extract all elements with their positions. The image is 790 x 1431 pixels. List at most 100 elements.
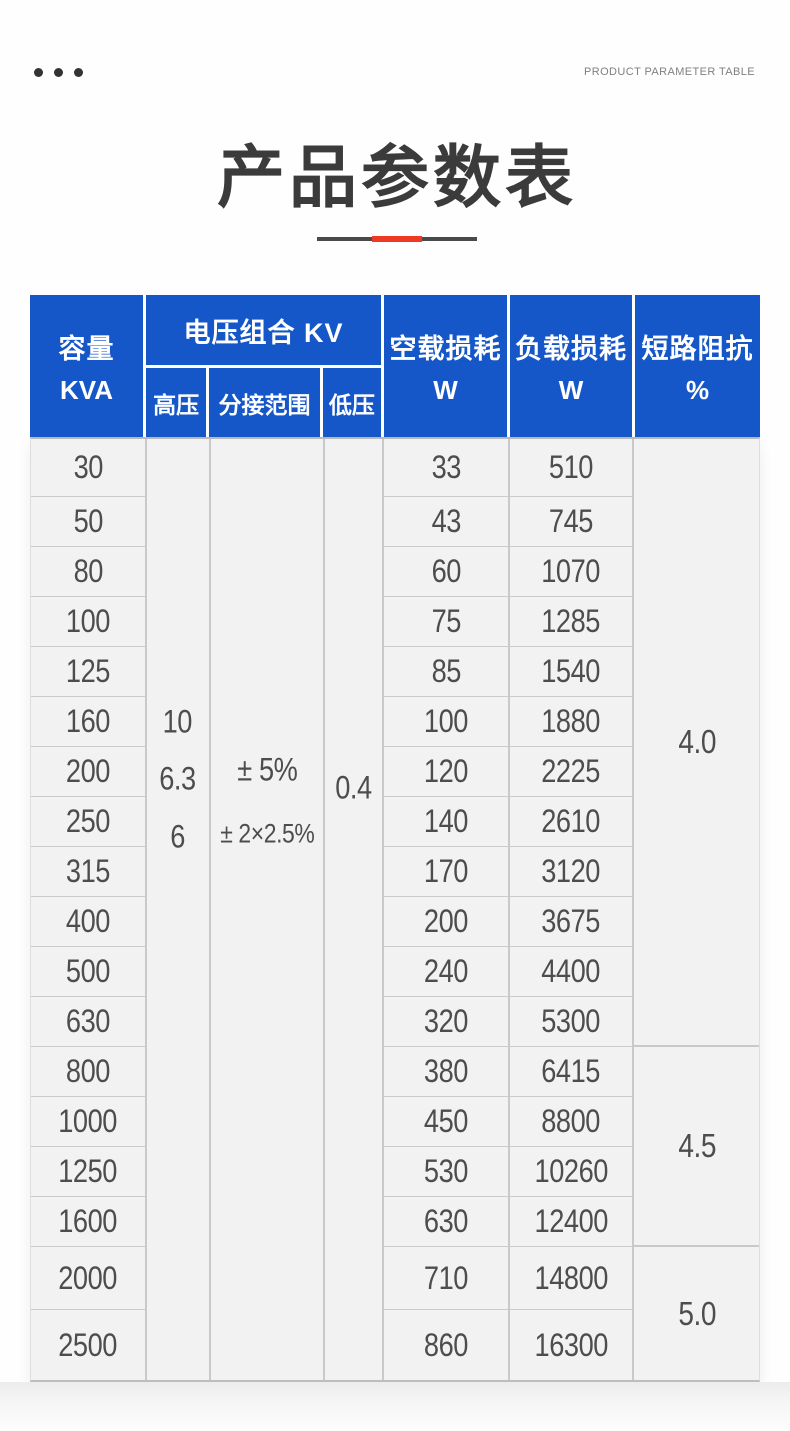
header-voltage-subrow: 高压 分接范围 低压 [146,368,381,437]
header-voltage-combination-title: 电压组合 KV [146,295,381,368]
load-loss-cell: 3120 [509,847,633,897]
capacity-cell: 1250 [31,1147,145,1197]
low-voltage-value-value: 0.4 [335,769,372,806]
capacity-cell-value: 800 [65,1053,111,1089]
column-high-voltage: 10 6.3 6 [147,439,211,1380]
dot-icon [34,68,43,77]
page-title: 产品参数表 [216,140,577,216]
capacity-cell: 125 [31,647,145,697]
column-impedance: 4.0 4.5 5.0 [634,439,760,1380]
capacity-cell: 2500 [31,1310,145,1380]
no-load-loss-cell: 860 [384,1310,508,1380]
no-load-loss-cell-value: 100 [423,703,469,739]
no-load-loss-cell-value: 710 [423,1259,469,1296]
header-no-load-loss: 空载损耗 W [384,295,510,437]
capacity-cell-value: 125 [65,653,111,689]
no-load-loss-cell: 450 [384,1097,508,1147]
capacity-cell: 315 [31,847,145,897]
capacity-cell-value: 100 [65,603,111,639]
no-load-loss-cell-value: 75 [431,603,461,639]
capacity-cell: 400 [31,897,145,947]
header-low-voltage: 低压 [328,391,375,418]
no-load-loss-cell: 33 [384,439,508,497]
no-load-loss-cell-value: 200 [423,903,469,939]
capacity-cell: 2000 [31,1247,145,1310]
no-load-loss-cell-value: 85 [431,653,461,689]
header-impedance-line2: % [685,374,710,405]
load-loss-cell: 1070 [509,547,633,597]
capacity-cell: 1000 [31,1097,145,1147]
load-loss-cell-value: 14800 [534,1259,608,1296]
no-load-loss-cell: 320 [384,997,508,1047]
load-loss-cell: 8800 [509,1097,633,1147]
low-voltage-value: 0.4 [325,770,382,807]
header-capacity: 容量 KVA [30,295,146,437]
high-voltage-value: 10 [147,704,209,741]
english-subtitle: PRODUCT PARAMETER TABLE [584,66,755,78]
capacity-cell-value: 630 [65,1003,111,1039]
load-loss-cell-value: 1070 [541,553,601,589]
tap-range-value-value: ± 5% [236,751,298,788]
load-loss-cell-value: 5300 [541,1003,601,1039]
header-impedance-line1: 短路阻抗 [641,333,754,364]
header-load-loss-line2: W [558,374,584,405]
no-load-loss-cell-value: 140 [423,803,469,839]
title-divider [317,236,477,242]
header-voltage-combination: 电压组合 KV 高压 分接范围 低压 [146,295,384,437]
capacity-cell: 30 [31,439,145,497]
no-load-loss-cell-value: 43 [431,503,461,539]
capacity-cell-value: 315 [65,853,111,889]
impedance-cell-value: 5.0 [677,1294,716,1332]
impedance-cell: 5.0 [634,1247,759,1380]
no-load-loss-cell-value: 860 [423,1326,469,1363]
capacity-cell: 100 [31,597,145,647]
no-load-loss-cell: 43 [384,497,508,547]
tap-range-value: ± 5% [211,752,324,789]
load-loss-cell: 4400 [509,947,633,997]
product-parameter-table: 容量 KVA 电压组合 KV 高压 分接范围 低压 空载损耗 W 负载损耗 W [30,295,760,1382]
capacity-cell-value: 250 [65,803,111,839]
impedance-cell: 4.0 [634,439,760,1047]
load-loss-cell-value: 16300 [534,1326,608,1363]
no-load-loss-cell-value: 33 [431,449,461,485]
header-capacity-line2: KVA [60,374,113,405]
capacity-cell: 1600 [31,1197,145,1247]
capacity-cell-value: 2500 [58,1326,118,1363]
capacity-cell-value: 500 [65,953,111,989]
column-tap-range: ± 5% ± 2×2.5% [211,439,326,1380]
load-loss-cell-value: 8800 [541,1103,601,1139]
column-load-loss: 510 745 1070 1285 1540 1880 2225 2610 3120 3675 44… [509,439,635,1380]
capacity-cell-value: 30 [73,449,103,485]
high-voltage-value-value: 6 [170,818,185,855]
header-capacity-line1: 容量 [58,333,115,364]
load-loss-cell: 1285 [509,597,633,647]
load-loss-cell-value: 1285 [541,603,601,639]
no-load-loss-cell: 200 [384,897,508,947]
load-loss-cell-value: 1540 [541,653,601,689]
no-load-loss-cell: 380 [384,1047,508,1097]
load-loss-cell: 510 [509,439,633,497]
bottom-fade [0,1382,790,1431]
no-load-loss-cell-value: 380 [423,1053,469,1089]
table-body: 30 50 80 100 125 160 200 250 315 400 500 630 800 1000… [30,437,760,1382]
no-load-loss-cell: 140 [384,797,508,847]
no-load-loss-cell: 85 [384,647,508,697]
load-loss-cell: 10260 [509,1147,633,1197]
no-load-loss-cell: 630 [384,1197,508,1247]
header-load-loss-line1: 负载损耗 [515,333,627,364]
load-loss-cell: 6415 [509,1047,633,1097]
load-loss-cell-value: 745 [548,503,594,539]
capacity-cell-value: 80 [73,553,103,589]
load-loss-cell: 3675 [509,897,633,947]
no-load-loss-cell-value: 170 [423,853,469,889]
no-load-loss-cell-value: 240 [423,953,469,989]
load-loss-cell: 16300 [510,1310,633,1380]
capacity-cell-value: 2000 [58,1259,118,1296]
impedance-cell: 4.5 [634,1047,760,1247]
load-loss-cell-value: 510 [548,449,594,485]
no-load-loss-cell: 120 [384,747,508,797]
capacity-cell: 50 [31,497,145,547]
load-loss-cell-value: 3675 [541,903,601,939]
title-divider-red-accent [372,236,422,242]
